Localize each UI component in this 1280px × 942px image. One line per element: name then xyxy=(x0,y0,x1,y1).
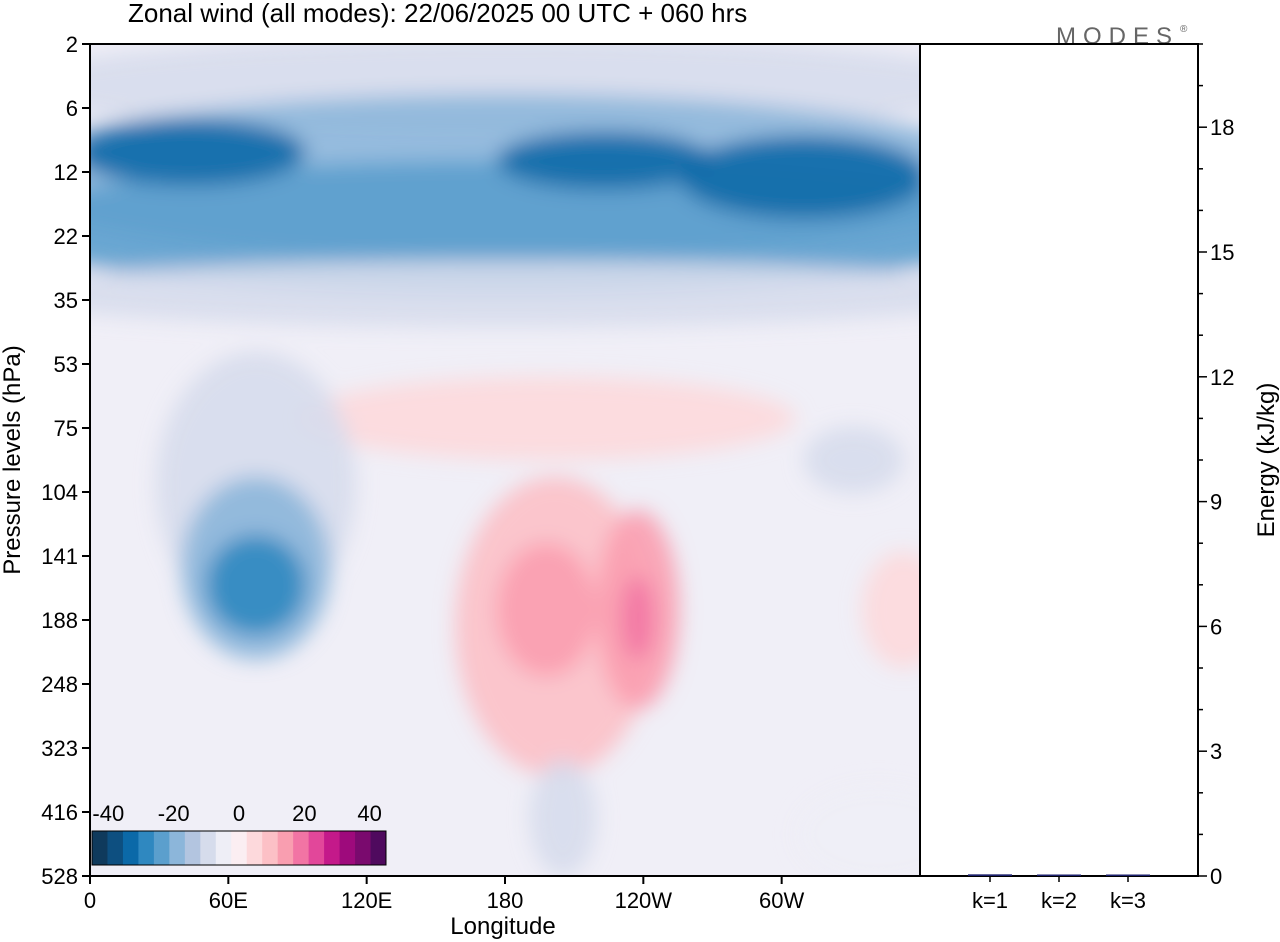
y-tick-label: 12 xyxy=(54,160,78,185)
contour-region xyxy=(90,260,920,327)
colorbar-swatch xyxy=(153,831,170,865)
contour-region xyxy=(206,534,306,635)
y-tick-label: 22 xyxy=(54,224,78,249)
y-tick-label: 6 xyxy=(66,96,78,121)
colorbar: -40 -20 0 20 40 xyxy=(91,801,387,866)
longitude-axis: 0 60E 120E 180 120W 60W xyxy=(84,876,805,913)
y-tick-label: 248 xyxy=(41,672,78,697)
colorbar-swatch xyxy=(355,831,372,865)
contour-region xyxy=(529,759,597,876)
colorbar-swatch xyxy=(107,831,124,865)
heatmap-panel: 2 6 12 22 35 53 75 104 141 188 248 323 416 528 0 60E 12… xyxy=(0,32,921,940)
pressure-axis: 2 6 12 22 35 53 75 104 141 188 248 323 416 528 xyxy=(41,32,90,889)
energy-tick-label: 15 xyxy=(1210,240,1234,265)
contour-region xyxy=(795,784,920,876)
colorbar-swatch xyxy=(246,831,263,865)
contour-region xyxy=(297,376,796,460)
colorbar-swatch xyxy=(262,831,279,865)
y-tick-label: 188 xyxy=(41,608,78,633)
y-tick-label: 2 xyxy=(66,32,78,57)
energy-bar xyxy=(1106,874,1150,876)
colorbar-swatch xyxy=(308,831,325,865)
y-tick-label: 35 xyxy=(54,288,78,313)
colorbar-swatch xyxy=(122,831,139,865)
energy-tick-label: 18 xyxy=(1210,115,1234,140)
colorbar-swatch xyxy=(184,831,201,865)
x-tick-label: 60W xyxy=(759,888,804,913)
energy-tick-label: 3 xyxy=(1210,739,1222,764)
energy-panel: 0 3 6 9 12 15 18 k=1 k=2 k=3 Energy (kJ/kg) xyxy=(919,43,1280,913)
colorbar-swatch xyxy=(138,831,155,865)
chart-title: Zonal wind (all modes): 22/06/2025 00 UT… xyxy=(128,0,747,28)
colorbar-tick-label: -40 xyxy=(92,801,124,826)
registered-mark-icon: ® xyxy=(1180,24,1188,35)
contour-region xyxy=(496,131,713,190)
heatmap-field xyxy=(90,44,920,876)
energy-category-label: k=2 xyxy=(1041,888,1077,913)
colorbar-swatch xyxy=(277,831,294,865)
y-tick-label: 141 xyxy=(41,544,78,569)
colorbar-swatch xyxy=(231,831,248,865)
y-tick-label: 323 xyxy=(41,736,78,761)
colorbar-tick-label: 0 xyxy=(233,801,245,826)
colorbar-frame xyxy=(91,830,387,866)
contour-region xyxy=(496,543,597,677)
y-tick-label: 416 xyxy=(41,800,78,825)
energy-tick-label: 12 xyxy=(1210,365,1234,390)
energy-bar xyxy=(968,874,1012,876)
colorbar-swatch xyxy=(293,831,310,865)
contour-layers xyxy=(90,44,920,876)
colorbar-tick-label: -20 xyxy=(158,801,190,826)
energy-category-label: k=1 xyxy=(972,888,1008,913)
energy-tick-label: 0 xyxy=(1210,864,1222,889)
y-tick-label: 53 xyxy=(54,352,78,377)
x-tick-label: 120W xyxy=(615,888,673,913)
x-axis-label: Longitude xyxy=(450,913,555,940)
contour-region xyxy=(861,551,920,668)
energy-bar xyxy=(1037,874,1081,876)
energy-tick-label: 9 xyxy=(1210,490,1222,515)
x-tick-label: 60E xyxy=(209,888,248,913)
energy-axis-label: Energy (kJ/kg) xyxy=(1253,383,1280,538)
colorbar-swatch xyxy=(200,831,217,865)
colorbar-swatch xyxy=(215,831,232,865)
contour-region xyxy=(90,118,306,186)
energy-bars: k=1 k=2 k=3 xyxy=(968,874,1150,913)
energy-category-label: k=3 xyxy=(1110,888,1146,913)
x-tick-label: 180 xyxy=(487,888,524,913)
y-axis-label: Pressure levels (hPa) xyxy=(0,345,26,574)
colorbar-swatch xyxy=(370,831,387,865)
colorbar-swatch xyxy=(339,831,356,865)
y-tick-label: 528 xyxy=(41,864,78,889)
y-tick-label: 104 xyxy=(41,480,78,505)
colorbar-swatch xyxy=(169,831,186,865)
energy-frame xyxy=(919,43,1199,877)
colorbar-tick-label: 40 xyxy=(357,801,381,826)
colorbar-tick-label: 20 xyxy=(292,801,316,826)
x-tick-label: 120E xyxy=(341,888,392,913)
colorbar-swatch xyxy=(324,831,341,865)
y-tick-label: 75 xyxy=(54,416,78,441)
energy-tick-label: 6 xyxy=(1210,614,1222,639)
energy-axis: 0 3 6 9 12 15 18 xyxy=(1198,43,1234,889)
x-tick-label: 0 xyxy=(84,888,96,913)
colorbar-swatch xyxy=(92,831,108,865)
contour-region xyxy=(803,426,904,494)
contour-region xyxy=(679,135,920,219)
contour-region xyxy=(621,576,655,660)
